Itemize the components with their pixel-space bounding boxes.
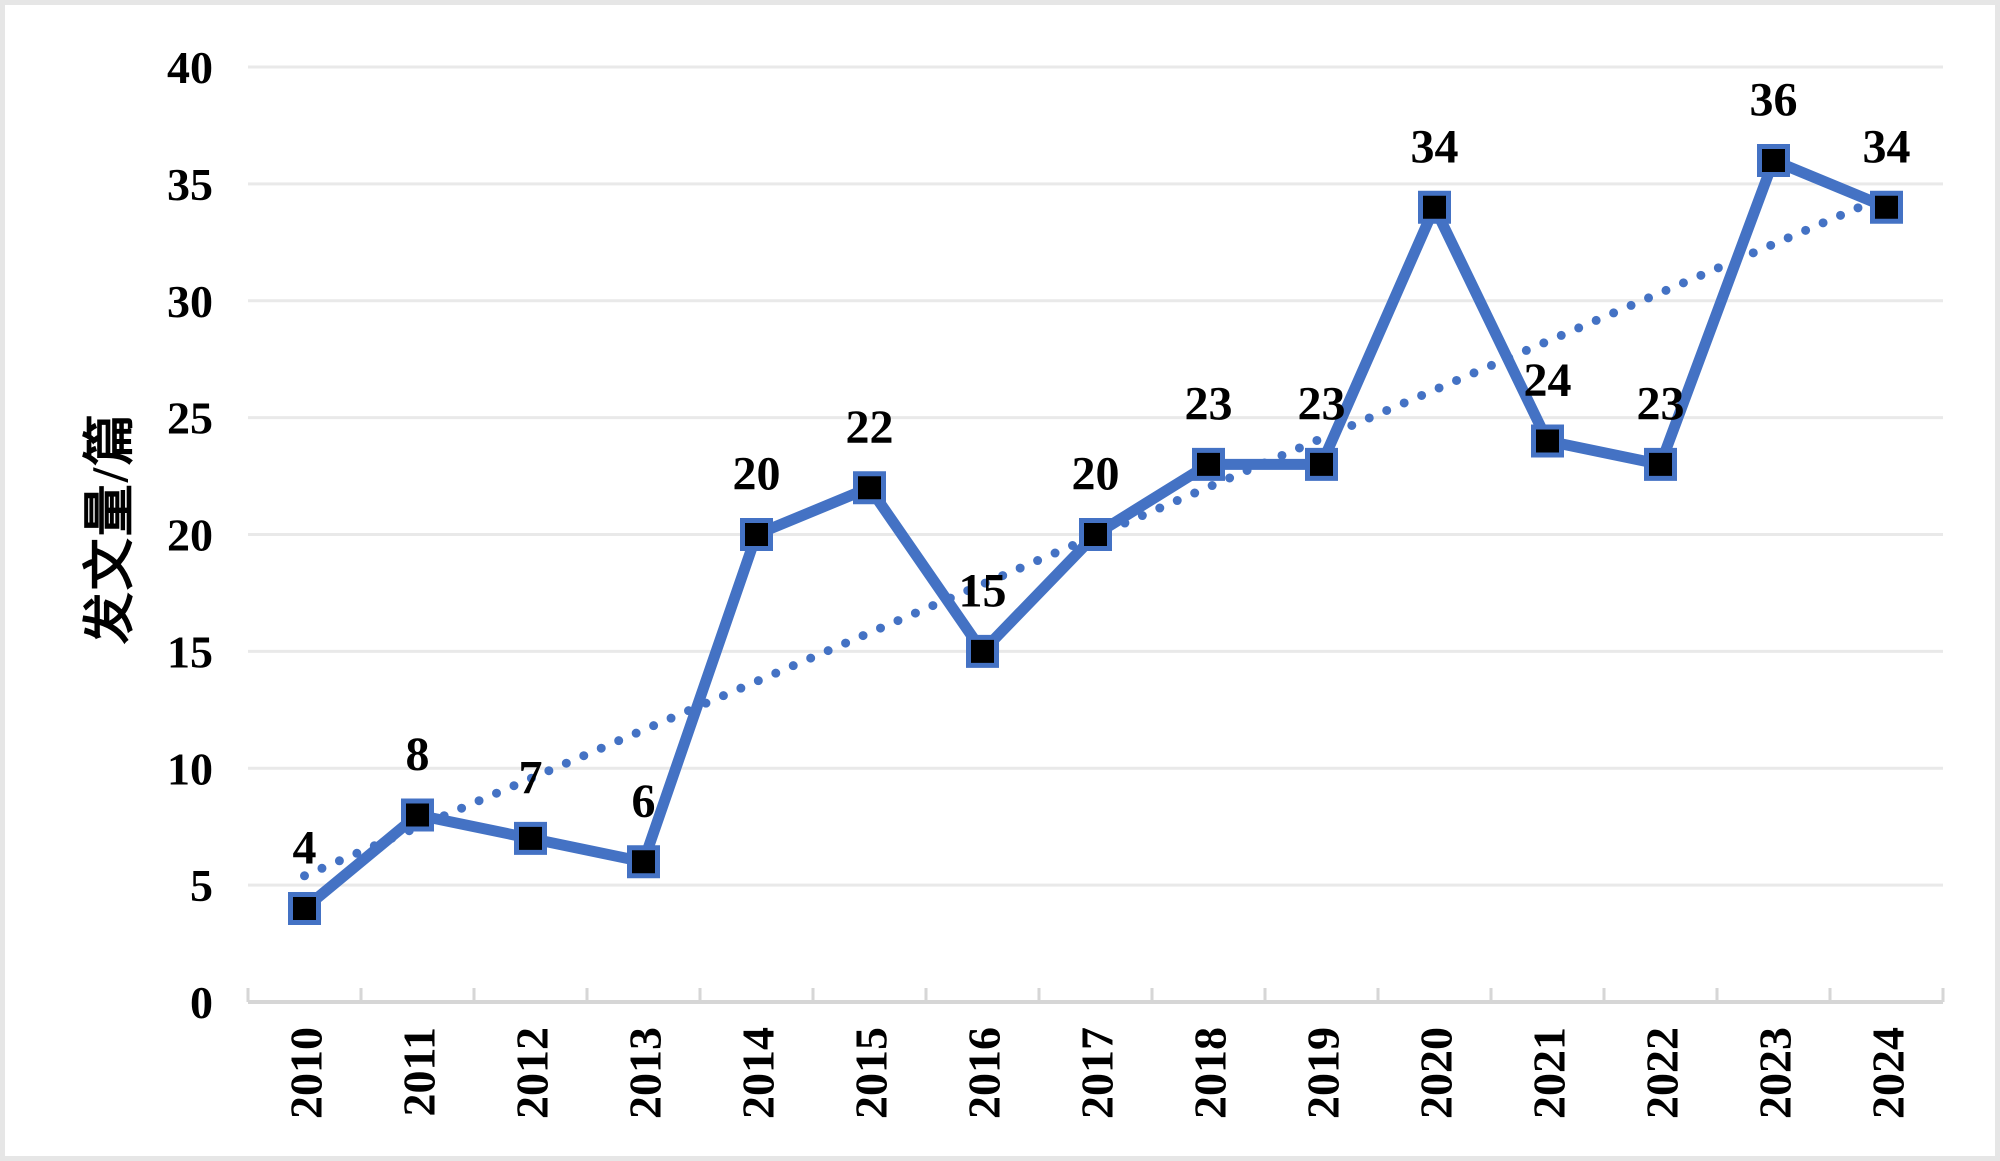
y-tick-label: 15 (167, 626, 213, 677)
trendline (300, 191, 1891, 881)
y-tick-label: 10 (167, 743, 213, 794)
data-point-marker (1870, 190, 1903, 224)
x-tick-label: 2018 (1185, 1027, 1236, 1119)
data-point-marker (627, 845, 660, 879)
data-label: 15 (959, 564, 1007, 617)
x-tick-label: 2011 (394, 1027, 445, 1116)
y-tick-label: 0 (190, 977, 213, 1028)
y-tick-label: 30 (167, 276, 213, 327)
x-tick-label: 2024 (1863, 1027, 1914, 1119)
x-tick-label: 2012 (507, 1027, 558, 1119)
data-point-marker (1418, 190, 1451, 224)
data-label: 6 (632, 775, 656, 828)
data-point-marker (1079, 518, 1112, 551)
y-axis-title: 发文量/篇 (82, 411, 140, 645)
data-label: 23 (1298, 377, 1346, 430)
data-point-marker (1644, 447, 1677, 481)
x-tick-label: 2013 (620, 1027, 671, 1119)
data-label: 23 (1185, 377, 1233, 430)
y-tick-label: 20 (167, 510, 213, 561)
data-label: 4 (293, 822, 317, 875)
data-point-marker (853, 471, 886, 505)
x-tick-label: 2021 (1524, 1027, 1575, 1119)
data-point-marker (401, 798, 434, 832)
x-tick-label: 2020 (1411, 1027, 1462, 1119)
data-label: 20 (1072, 448, 1120, 501)
data-label: 7 (519, 751, 543, 804)
data-point-marker (740, 518, 773, 551)
data-label: 8 (406, 728, 430, 781)
x-tick-label: 2015 (846, 1027, 897, 1119)
y-tick-label: 40 (167, 42, 213, 93)
data-point-marker (514, 821, 547, 855)
x-tick-label: 2010 (281, 1027, 332, 1119)
data-point-marker (966, 634, 999, 668)
data-label: 36 (1750, 74, 1798, 127)
data-label: 22 (846, 401, 894, 454)
y-tick-label: 35 (167, 159, 213, 210)
data-label: 20 (733, 448, 781, 501)
data-point-marker (1531, 424, 1564, 458)
x-tick-label: 2019 (1298, 1027, 1349, 1119)
x-tick-label: 2014 (733, 1027, 784, 1119)
x-tick-label: 2023 (1750, 1027, 1801, 1119)
data-point-marker (1192, 447, 1225, 481)
x-tick-label: 2017 (1072, 1027, 1123, 1119)
data-point-marker (288, 892, 321, 925)
data-label: 24 (1524, 354, 1572, 407)
data-label: 34 (1863, 120, 1911, 173)
y-tick-label: 5 (190, 860, 213, 911)
data-label: 23 (1637, 377, 1685, 430)
data-point-marker (1757, 144, 1790, 177)
x-tick-label: 2016 (959, 1027, 1010, 1119)
data-label: 34 (1411, 120, 1459, 173)
y-tick-label: 25 (167, 393, 213, 444)
x-tick-label: 2022 (1637, 1027, 1688, 1119)
data-point-marker (1305, 447, 1338, 481)
